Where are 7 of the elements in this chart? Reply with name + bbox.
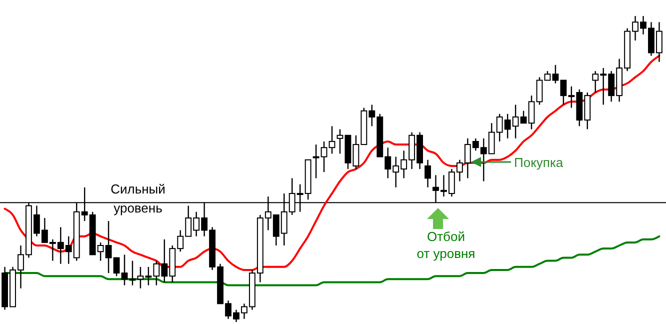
annotation: Отбой от уровня bbox=[416, 229, 476, 261]
candlestick bbox=[536, 76, 543, 106]
candlestick bbox=[121, 254, 128, 286]
annotation: Покупка bbox=[514, 155, 564, 170]
candlestick bbox=[424, 159, 431, 188]
ref-line-label: Сильный уровень bbox=[110, 182, 166, 216]
candlestick bbox=[328, 126, 336, 154]
